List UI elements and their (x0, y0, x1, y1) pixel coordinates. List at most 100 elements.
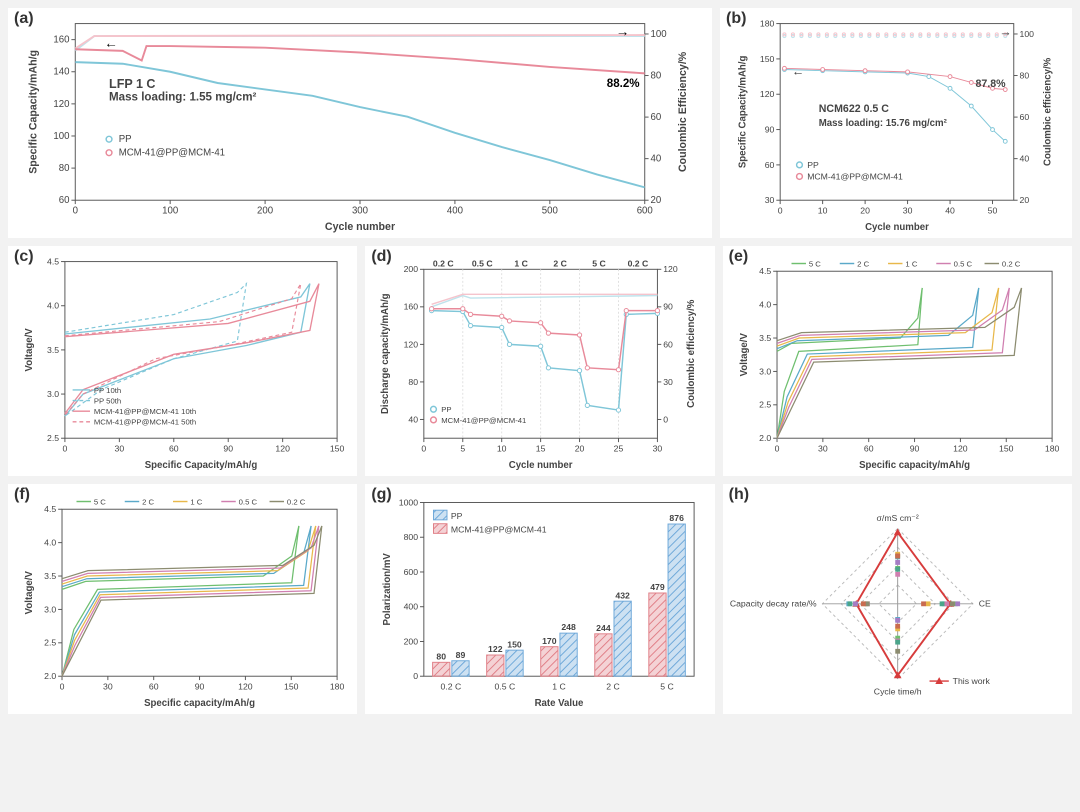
svg-text:Coulombic efficiency/%: Coulombic efficiency/% (1042, 57, 1053, 166)
svg-text:876: 876 (670, 513, 685, 523)
svg-text:20: 20 (575, 444, 585, 454)
chart-c: 03060901201502.53.03.54.04.5Specific Cap… (12, 250, 353, 472)
svg-text:Cycle time/h: Cycle time/h (873, 687, 921, 697)
svg-text:Cycle number: Cycle number (865, 222, 929, 233)
chart-b: 0102030405030609012015018020406080100Cyc… (724, 12, 1068, 234)
svg-text:Specific Capacity/mAh/g: Specific Capacity/mAh/g (737, 56, 748, 169)
svg-text:2 C: 2 C (607, 682, 621, 692)
svg-text:Voltage/V: Voltage/V (24, 328, 35, 372)
svg-text:300: 300 (352, 206, 368, 217)
svg-text:15: 15 (536, 444, 546, 454)
svg-text:Specific capacity/mAh/g: Specific capacity/mAh/g (144, 698, 255, 709)
svg-text:MCM-41@PP@MCM-41 10th: MCM-41@PP@MCM-41 10th (94, 407, 196, 416)
panel-b-label: (b) (726, 10, 746, 28)
svg-text:122: 122 (488, 644, 503, 654)
svg-text:Voltage/V: Voltage/V (739, 333, 750, 377)
svg-text:500: 500 (542, 206, 558, 217)
svg-text:0.2 C: 0.2 C (441, 682, 462, 692)
svg-text:0.2 C: 0.2 C (1002, 259, 1021, 268)
svg-text:4.5: 4.5 (44, 504, 56, 514)
panel-e-label: (e) (729, 248, 749, 266)
panel-d: (d) 05101520253040801201602000306090120C… (365, 246, 714, 476)
svg-text:3.5: 3.5 (759, 333, 771, 343)
svg-text:2.0: 2.0 (759, 433, 771, 443)
svg-text:NCM622 0.5 C: NCM622 0.5 C (819, 103, 890, 115)
svg-text:80: 80 (1020, 70, 1030, 80)
svg-text:5 C: 5 C (593, 258, 607, 268)
svg-text:Cycle number: Cycle number (509, 460, 573, 471)
chart-a: 0100200300400500600608010012014016020406… (12, 12, 708, 234)
svg-text:LFP 1 C: LFP 1 C (109, 77, 155, 91)
svg-text:89: 89 (456, 650, 466, 660)
svg-text:3.0: 3.0 (44, 604, 56, 614)
svg-text:60: 60 (59, 195, 70, 206)
svg-text:30: 30 (765, 195, 775, 205)
svg-text:Coulombic efficiency/%: Coulombic efficiency/% (686, 299, 697, 408)
svg-text:CE: CE (978, 599, 990, 609)
svg-text:←: ← (104, 36, 118, 51)
svg-text:PP: PP (451, 511, 463, 521)
svg-text:5 C: 5 C (661, 682, 675, 692)
svg-text:600: 600 (404, 567, 419, 577)
svg-text:3.0: 3.0 (759, 366, 771, 376)
svg-text:120: 120 (760, 89, 775, 99)
svg-text:30: 30 (103, 682, 113, 692)
panel-c-label: (c) (14, 248, 34, 266)
svg-text:PP 50th: PP 50th (94, 396, 121, 405)
svg-text:60: 60 (1020, 112, 1030, 122)
svg-text:150: 150 (999, 444, 1014, 454)
svg-text:10: 10 (497, 444, 507, 454)
svg-text:100: 100 (1020, 29, 1035, 39)
svg-text:Specific Capacity/mAh/g: Specific Capacity/mAh/g (145, 460, 258, 471)
svg-text:60: 60 (651, 112, 662, 123)
svg-text:Capacity decay rate/%: Capacity decay rate/% (729, 599, 816, 609)
svg-text:MCM-41@PP@MCM-41 50th: MCM-41@PP@MCM-41 50th (94, 418, 196, 427)
svg-text:80: 80 (409, 377, 419, 387)
svg-text:100: 100 (53, 131, 69, 142)
svg-text:180: 180 (760, 18, 775, 28)
svg-text:3.0: 3.0 (47, 389, 59, 399)
svg-text:120: 120 (238, 682, 253, 692)
svg-text:120: 120 (953, 444, 968, 454)
svg-text:5 C: 5 C (94, 497, 106, 506)
svg-text:0.5 C: 0.5 C (953, 259, 972, 268)
svg-text:800: 800 (404, 532, 419, 542)
svg-text:0: 0 (422, 444, 427, 454)
svg-text:120: 120 (404, 339, 419, 349)
svg-text:90: 90 (195, 682, 205, 692)
svg-text:2.5: 2.5 (759, 400, 771, 410)
svg-text:1 C: 1 C (553, 682, 567, 692)
svg-text:200: 200 (404, 636, 419, 646)
svg-text:20: 20 (860, 206, 870, 216)
svg-text:160: 160 (53, 35, 69, 46)
panel-f-label: (f) (14, 486, 30, 504)
svg-text:0: 0 (774, 444, 779, 454)
svg-text:0.2 C: 0.2 C (287, 497, 306, 506)
panel-d-label: (d) (371, 248, 391, 266)
svg-text:0: 0 (73, 206, 78, 217)
svg-text:60: 60 (664, 339, 674, 349)
figure-grid: (a) 010020030040050060060801001201401602… (8, 8, 1072, 714)
svg-text:Specific Capacity/mAh/g: Specific Capacity/mAh/g (28, 50, 40, 174)
svg-text:Specific capacity/mAh/g: Specific capacity/mAh/g (859, 460, 970, 471)
svg-text:0: 0 (664, 414, 669, 424)
svg-text:120: 120 (53, 99, 69, 110)
panel-a-label: (a) (14, 10, 34, 28)
svg-text:MCM-41@PP@MCM-41: MCM-41@PP@MCM-41 (807, 171, 903, 181)
svg-text:120: 120 (275, 444, 290, 454)
svg-text:2.5: 2.5 (47, 433, 59, 443)
svg-text:4.0: 4.0 (44, 538, 56, 548)
svg-text:5: 5 (461, 444, 466, 454)
svg-text:0: 0 (778, 206, 783, 216)
svg-text:1 C: 1 C (515, 258, 529, 268)
svg-text:5 C: 5 C (809, 259, 821, 268)
svg-text:100: 100 (651, 29, 667, 40)
svg-text:Voltage/V: Voltage/V (24, 571, 35, 615)
svg-text:432: 432 (616, 590, 631, 600)
svg-text:60: 60 (169, 444, 179, 454)
svg-text:90: 90 (223, 444, 233, 454)
svg-text:88.2%: 88.2% (607, 78, 640, 90)
svg-text:30: 30 (664, 377, 674, 387)
svg-text:4.5: 4.5 (47, 256, 59, 266)
svg-text:80: 80 (59, 163, 70, 174)
